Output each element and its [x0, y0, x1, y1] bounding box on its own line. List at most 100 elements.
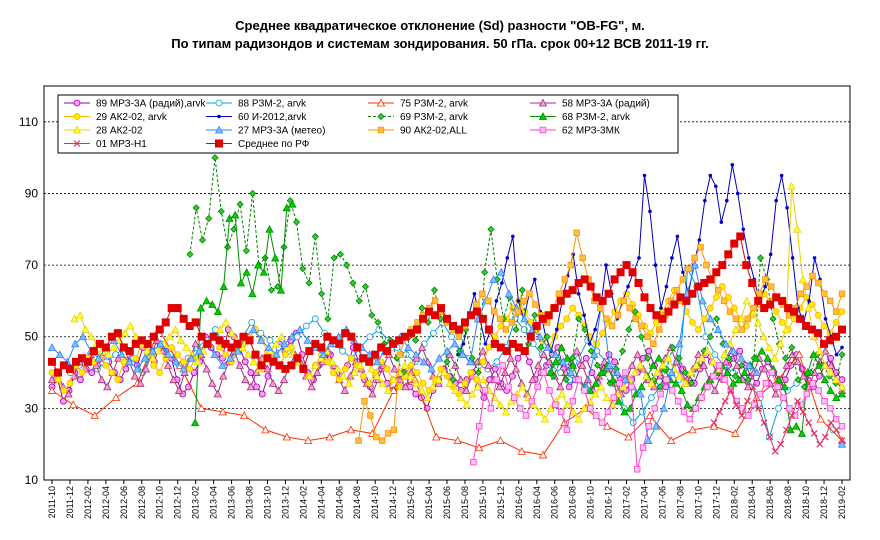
- data-point: [597, 368, 606, 376]
- data-point: [365, 379, 373, 387]
- x-tick-label: 2019-02: [837, 486, 847, 519]
- data-point: [429, 329, 437, 337]
- data-point: [614, 312, 622, 319]
- legend-box: [57, 94, 679, 154]
- data-point: [156, 339, 165, 348]
- data-point: [568, 407, 578, 416]
- data-point: [622, 369, 629, 376]
- x-tick-label: 2016-10: [586, 486, 596, 519]
- data-point: [288, 199, 297, 208]
- legend-label: 27 МРЗ-3А (метео): [238, 126, 325, 137]
- x-tick-label: 2014-10: [370, 486, 380, 519]
- data-point: [97, 375, 106, 384]
- data-point: [431, 311, 440, 320]
- data-point: [359, 372, 367, 380]
- data-point: [349, 279, 357, 287]
- data-point: [691, 254, 698, 262]
- data-point: [627, 361, 637, 369]
- data-point: [473, 301, 480, 308]
- data-point: [72, 125, 82, 134]
- data-point: [428, 382, 438, 391]
- data-point: [654, 353, 663, 362]
- data-point: [130, 371, 140, 380]
- data-point: [647, 394, 655, 402]
- data-point: [125, 357, 134, 366]
- data-point: [497, 267, 506, 276]
- data-point: [202, 296, 211, 305]
- data-point: [149, 332, 158, 341]
- data-point: [245, 336, 254, 345]
- legend: 89 МРЗ-3А (радий),arvk 88 РЗМ-2, arvk 75 Р…: [57, 94, 679, 154]
- legend-item: 89 МРЗ-3А (радий),arvk: [64, 99, 207, 110]
- data-point: [628, 383, 635, 391]
- data-point: [506, 353, 515, 362]
- data-point: [264, 343, 274, 351]
- data-point: [821, 346, 830, 355]
- data-point: [470, 458, 477, 466]
- data-point: [231, 210, 240, 219]
- data-point: [163, 361, 173, 369]
- legend-item: 28 АК2-02: [64, 126, 143, 137]
- data-point: [551, 350, 560, 359]
- data-point: [187, 353, 196, 362]
- data-point: [343, 261, 351, 269]
- data-point: [496, 436, 505, 445]
- y-tick-label: 50: [25, 330, 39, 344]
- x-tick-label: 2015-02: [406, 486, 416, 519]
- data-point: [641, 371, 651, 380]
- data-point: [456, 393, 466, 402]
- data-point: [670, 300, 679, 309]
- data-point: [569, 397, 577, 405]
- x-tick-label: 2018-08: [783, 486, 793, 519]
- data-point: [475, 423, 483, 430]
- data-point: [808, 301, 816, 308]
- data-point: [516, 405, 524, 412]
- x-tick-label: 2018-02: [729, 486, 739, 519]
- data-point: [838, 308, 846, 316]
- data-point: [528, 375, 537, 384]
- data-point: [514, 308, 521, 315]
- data-point: [249, 357, 258, 366]
- x-tick-label: 2011-10: [47, 486, 57, 518]
- y-tick-label: 10: [25, 473, 39, 487]
- data-point: [826, 386, 835, 394]
- data-point: [353, 343, 362, 352]
- data-point: [435, 353, 444, 362]
- data-point: [663, 376, 670, 383]
- data-point: [531, 311, 539, 319]
- data-point: [772, 308, 780, 316]
- data-point: [491, 365, 499, 373]
- y-tick-label: 30: [25, 401, 39, 415]
- data-point: [48, 357, 56, 366]
- data-point: [280, 339, 289, 348]
- data-point: [736, 347, 744, 355]
- data-point: [690, 260, 700, 269]
- x-tick-label: 2018-10: [801, 486, 811, 519]
- data-point: [659, 404, 669, 412]
- data-point: [658, 361, 667, 369]
- data-point: [78, 332, 88, 341]
- data-point: [400, 361, 410, 369]
- data-point: [634, 279, 643, 287]
- data-point: [341, 365, 349, 373]
- data-point: [277, 332, 286, 341]
- data-point: [53, 368, 62, 377]
- data-point: [265, 224, 274, 233]
- data-point: [333, 364, 342, 373]
- data-point: [461, 342, 466, 346]
- data-point: [578, 361, 587, 369]
- data-point: [692, 405, 699, 412]
- x-tick-label: 2015-10: [478, 486, 488, 519]
- data-point: [554, 327, 559, 332]
- data-point: [566, 368, 576, 376]
- data-point: [213, 389, 222, 398]
- data-point: [126, 321, 135, 330]
- data-point: [756, 290, 763, 297]
- data-point: [241, 375, 250, 384]
- data-point: [742, 261, 751, 270]
- data-point: [565, 383, 573, 391]
- data-point: [346, 425, 356, 434]
- data-point: [487, 405, 495, 412]
- x-tick-label: 2012-04: [101, 486, 111, 519]
- data-point: [723, 368, 732, 376]
